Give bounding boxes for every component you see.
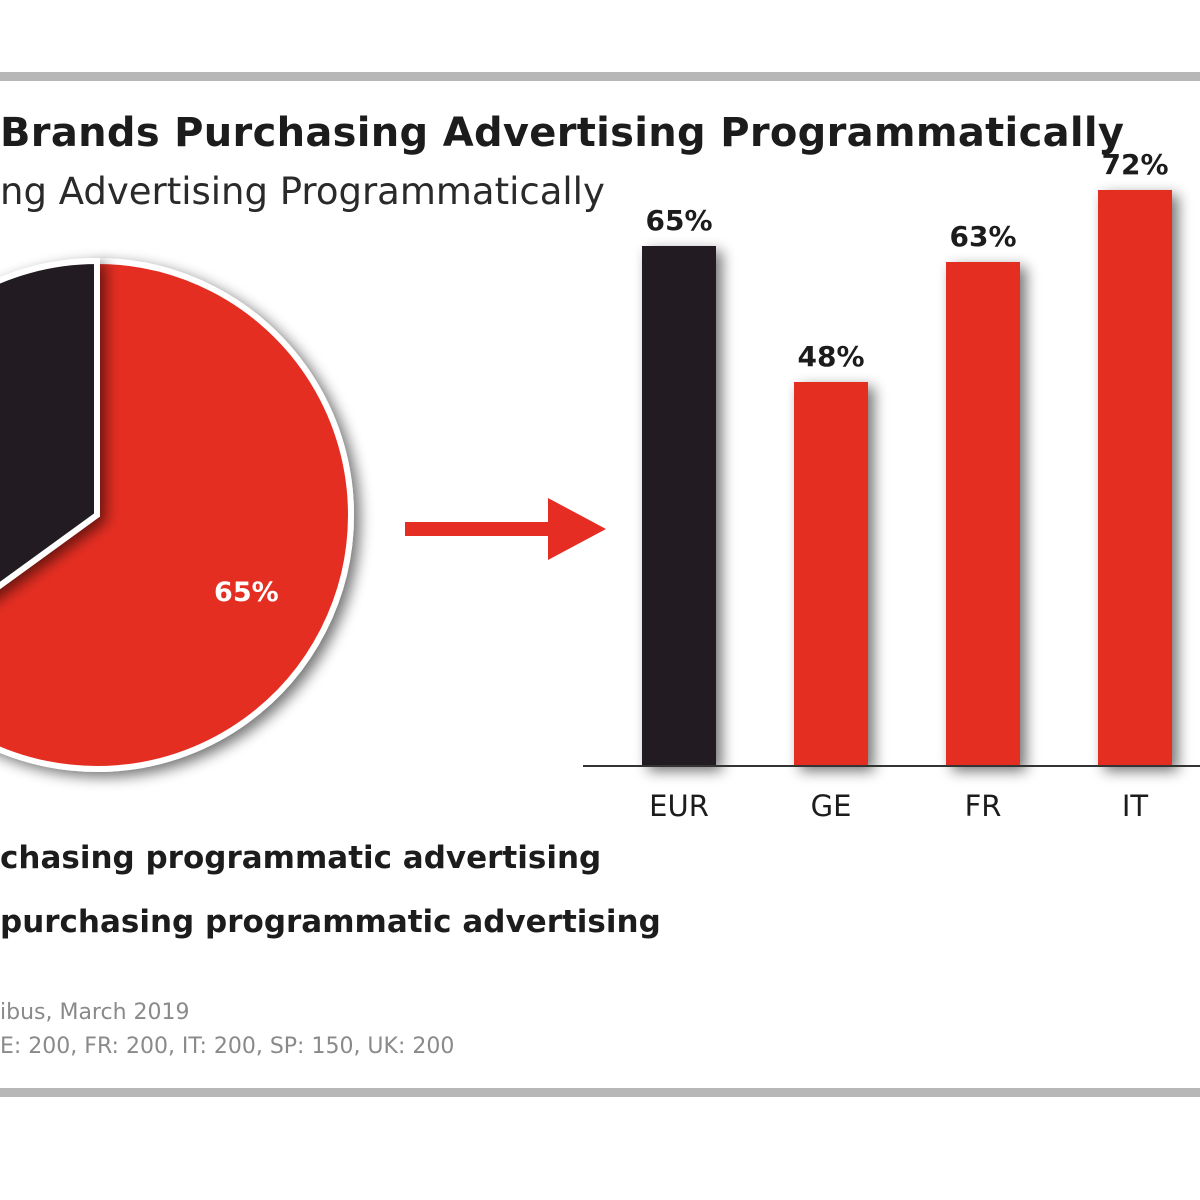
bar-eur — [642, 246, 716, 766]
bar-value-label: 72% — [1101, 148, 1168, 181]
bar-value-label: 48% — [797, 340, 864, 373]
bar-value-label: 65% — [645, 204, 712, 237]
x-tick-label: EUR — [649, 789, 709, 823]
pie-slice-label: 65% — [214, 577, 279, 608]
sample-size-note: E: 200, FR: 200, IT: 200, SP: 150, UK: 2… — [0, 1034, 455, 1059]
top-rule — [0, 72, 1200, 81]
x-tick-label: FR — [965, 789, 1002, 823]
bar-it — [1098, 190, 1172, 766]
arrow-icon — [405, 498, 606, 560]
legend-item-purchasing: chasing programmatic advertising — [0, 840, 602, 876]
chart-title: Brands Purchasing Advertising Programmat… — [0, 110, 1125, 156]
pie-chart: 65% — [0, 257, 354, 772]
x-tick-label: GE — [811, 789, 852, 823]
bar-ge — [794, 382, 868, 766]
bottom-rule — [0, 1088, 1200, 1097]
bar-chart: 65% EUR 48% GE 63% FR 72% IT — [642, 148, 1172, 823]
x-tick-label: IT — [1122, 789, 1149, 823]
bar-value-label: 63% — [949, 220, 1016, 253]
pie-slice — [0, 257, 100, 590]
bar-fr — [946, 262, 1020, 766]
chart-subtitle: ng Advertising Programmatically — [0, 170, 605, 213]
source-note: ibus, March 2019 — [0, 1000, 190, 1025]
legend-item-not-purchasing: purchasing programmatic advertising — [0, 904, 661, 940]
pie-slice — [0, 257, 354, 772]
